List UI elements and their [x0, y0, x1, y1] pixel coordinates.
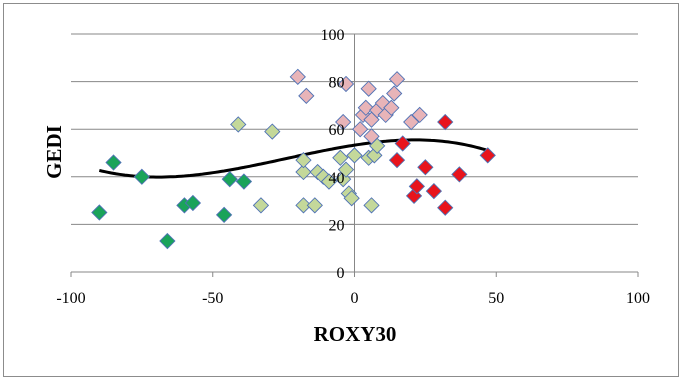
data-point-pink — [335, 113, 352, 131]
x-tick-label: 0 — [351, 290, 359, 307]
y-tick-label: 20 — [329, 217, 345, 234]
data-point-light-green — [363, 197, 380, 214]
data-point-pink — [289, 68, 306, 85]
data-point-red — [451, 166, 468, 183]
data-point-dark-green — [221, 171, 238, 188]
x-axis-title: ROXY30 — [314, 322, 397, 346]
data-point-light-green — [252, 197, 270, 214]
data-point-red — [408, 178, 426, 195]
data-point-pink — [337, 75, 355, 93]
data-point-pink — [383, 99, 400, 116]
trendline-layer — [98, 138, 489, 179]
data-point-pink — [298, 87, 315, 105]
y-tick-label: 60 — [329, 122, 345, 139]
y-axis-title: GEDI — [42, 125, 66, 179]
data-point-light-green — [295, 163, 312, 181]
data-point-light-green — [264, 123, 281, 140]
data-point-dark-green — [133, 168, 151, 185]
data-point-red — [425, 182, 443, 200]
data-point-red — [394, 135, 411, 152]
x-tick-label: -100 — [56, 290, 85, 307]
x-tick-label: 100 — [626, 290, 650, 307]
data-point-pink — [386, 85, 403, 102]
chart-frame — [3, 3, 679, 377]
data-point-light-green — [337, 161, 355, 178]
data-point-dark-green — [159, 232, 176, 250]
data-point-pink — [360, 80, 377, 97]
data-point-light-green — [346, 147, 363, 164]
data-point-red — [437, 113, 454, 131]
data-point-light-green — [295, 197, 312, 214]
data-points — [91, 68, 496, 250]
data-point-pink — [352, 121, 369, 138]
data-point-light-green — [343, 190, 360, 207]
data-point-pink — [411, 106, 428, 124]
data-point-pink — [363, 128, 380, 145]
y-tick-label: 0 — [337, 265, 345, 282]
tick-labels: -100 -50 0 50 100 0 20 40 60 80 100 — [56, 27, 650, 307]
y-tick-label: 40 — [329, 170, 345, 187]
data-point-red — [479, 147, 496, 164]
data-point-light-green — [332, 149, 349, 166]
y-tick-label: 100 — [321, 27, 345, 44]
data-point-light-green — [230, 116, 247, 133]
data-point-red — [437, 199, 454, 216]
data-point-light-green — [295, 152, 312, 169]
data-point-pink — [357, 99, 374, 116]
data-point-dark-green — [91, 204, 108, 221]
data-point-pink — [403, 113, 420, 131]
data-point-dark-green — [105, 154, 122, 171]
x-tick-label: -50 — [202, 290, 223, 307]
data-point-light-green — [306, 197, 323, 214]
trend-line — [98, 138, 489, 179]
data-point-dark-green — [215, 206, 233, 224]
data-point-dark-green — [184, 194, 202, 212]
data-point-light-green — [320, 173, 338, 190]
x-tick-label: 50 — [488, 290, 504, 307]
y-tick-label: 80 — [329, 75, 345, 92]
data-point-red — [388, 152, 406, 169]
data-point-dark-green — [235, 173, 253, 190]
data-point-red — [417, 159, 434, 176]
data-point-pink — [388, 71, 406, 88]
